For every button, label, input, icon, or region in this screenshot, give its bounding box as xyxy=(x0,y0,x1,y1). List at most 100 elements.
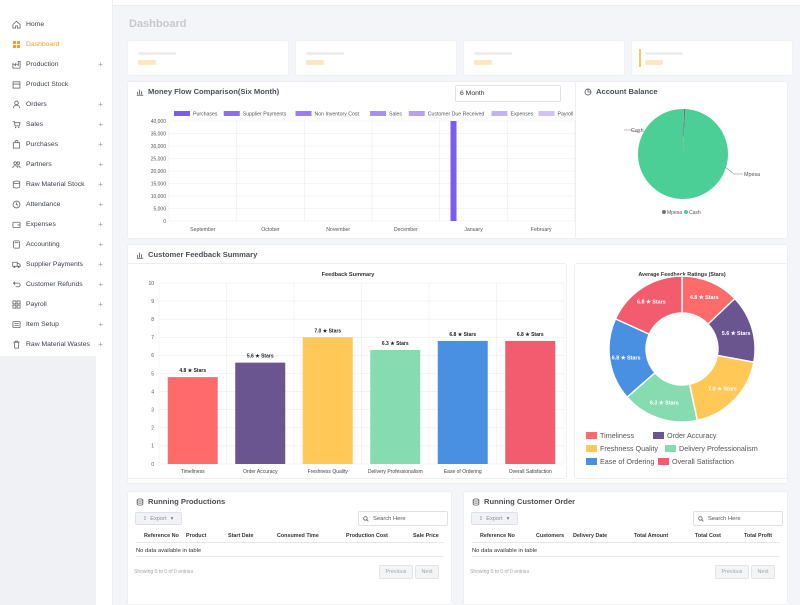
bar[interactable] xyxy=(167,377,218,464)
legend-label[interactable]: Order Accuracy xyxy=(667,431,717,440)
column-header[interactable]: Consumed Time xyxy=(277,533,319,539)
legend-label[interactable]: Customer Due Received xyxy=(428,112,485,118)
legend-swatch[interactable] xyxy=(665,445,676,452)
plus-icon[interactable]: + xyxy=(98,159,103,169)
legend-label[interactable]: Ease of Ordering xyxy=(600,457,654,466)
legend-swatch[interactable] xyxy=(586,445,597,452)
column-header[interactable]: Sale Price xyxy=(413,533,439,539)
plus-icon[interactable]: + xyxy=(98,299,103,309)
bar[interactable] xyxy=(235,362,286,464)
bar[interactable] xyxy=(505,340,556,464)
stat-card[interactable] xyxy=(127,40,289,76)
sidebar-item-purchases[interactable]: Purchases + xyxy=(0,134,112,154)
legend-swatch[interactable] xyxy=(370,111,386,116)
export-button[interactable]: ⇪ Export ▼ xyxy=(135,512,182,525)
legend-swatch[interactable] xyxy=(658,458,669,465)
plus-icon[interactable]: + xyxy=(98,59,103,69)
sidebar-item-home[interactable]: Home xyxy=(0,14,112,34)
sidebar-item-accounting[interactable]: Accounting + xyxy=(0,234,112,254)
legend-swatch[interactable] xyxy=(538,111,555,116)
legend-swatch[interactable] xyxy=(684,210,688,214)
sidebar-item-customer-refunds[interactable]: Customer Refunds + xyxy=(0,274,112,294)
sidebar-item-dashboard[interactable]: Dashboard xyxy=(0,34,112,54)
legend-swatch[interactable] xyxy=(408,111,425,116)
sidebar-item-supplier-payments[interactable]: Supplier Payments + xyxy=(0,254,112,274)
x-tick-label: Ease of Ordering xyxy=(444,469,482,475)
sidebar-item-production[interactable]: Production + xyxy=(0,54,112,74)
plus-icon[interactable]: + xyxy=(98,339,103,349)
legend-label[interactable]: Purchases xyxy=(193,112,218,118)
plus-icon[interactable]: + xyxy=(98,199,103,209)
legend-swatch[interactable] xyxy=(662,210,666,214)
sidebar-item-product-stock[interactable]: Product Stock xyxy=(0,74,112,94)
column-header[interactable]: Product xyxy=(186,533,207,539)
search-input[interactable] xyxy=(373,515,445,522)
legend-label[interactable]: Sales xyxy=(389,112,402,118)
bar[interactable] xyxy=(370,349,421,464)
legend-swatch[interactable] xyxy=(491,111,508,116)
legend-label[interactable]: Delivery Professionalism xyxy=(679,444,758,453)
plus-icon[interactable]: + xyxy=(98,119,103,129)
plus-icon[interactable]: + xyxy=(98,179,103,189)
sidebar-item-item-setup[interactable]: Item Setup + xyxy=(0,314,112,334)
sidebar-item-raw-material-stock[interactable]: Raw Material Stock + xyxy=(0,174,112,194)
legend-label[interactable]: Expenses xyxy=(511,112,534,118)
legend-swatch[interactable] xyxy=(586,432,597,439)
bar[interactable] xyxy=(450,121,457,221)
legend-swatch[interactable] xyxy=(586,458,597,465)
legend-swatch[interactable] xyxy=(653,432,664,439)
column-header[interactable]: Customers xyxy=(536,533,565,539)
plus-icon[interactable]: + xyxy=(98,219,103,229)
stat-card[interactable] xyxy=(631,40,793,76)
sidebar-item-orders[interactable]: Orders + xyxy=(0,94,112,114)
legend-label[interactable]: Freshness Quality xyxy=(600,444,658,453)
sidebar-item-attendance[interactable]: Attendance + xyxy=(0,194,112,214)
plus-icon[interactable]: + xyxy=(98,259,103,269)
export-button[interactable]: ⇪ Export ▼ xyxy=(471,512,518,525)
legend-label[interactable]: Overall Satisfaction xyxy=(672,457,734,466)
legend-swatch[interactable] xyxy=(223,111,240,116)
legend-swatch[interactable] xyxy=(295,111,312,116)
period-select[interactable]: 6 Month xyxy=(455,85,561,102)
search-box[interactable] xyxy=(358,511,448,526)
search-box[interactable] xyxy=(693,511,783,526)
legend-label[interactable]: Supplier Payments xyxy=(243,112,287,118)
column-header[interactable]: Total Profit xyxy=(744,533,773,539)
stat-card[interactable] xyxy=(463,40,625,76)
previous-button[interactable]: Previous xyxy=(715,565,749,579)
next-button[interactable]: Next xyxy=(751,565,775,579)
pie-slice[interactable] xyxy=(638,108,728,199)
next-button[interactable]: Next xyxy=(415,565,439,579)
legend-label[interactable]: Non Inventory Cost xyxy=(315,112,360,118)
column-header[interactable]: Total Amount xyxy=(634,533,669,539)
column-header[interactable]: Reference No xyxy=(144,533,179,539)
legend-label[interactable]: Payroll xyxy=(558,112,574,118)
sidebar-item-partners[interactable]: Partners + xyxy=(0,154,112,174)
doughnut-slice[interactable] xyxy=(614,275,683,336)
sidebar-item-raw-material-wastes[interactable]: Raw Material Wastes + xyxy=(0,334,112,354)
column-header[interactable]: Start Date xyxy=(228,533,254,539)
legend-swatch[interactable] xyxy=(174,111,190,116)
previous-button[interactable]: Previous xyxy=(379,565,413,579)
bar[interactable] xyxy=(437,340,488,464)
search-input[interactable] xyxy=(708,515,780,522)
column-header[interactable]: Delivery Date xyxy=(573,533,608,539)
bar[interactable] xyxy=(302,337,353,464)
column-header[interactable]: Production Cost xyxy=(346,533,388,539)
legend-label[interactable]: Timeliness xyxy=(600,431,634,440)
plus-icon[interactable]: + xyxy=(98,139,103,149)
sidebar-item-expenses[interactable]: Expenses + xyxy=(0,214,112,234)
column-header[interactable]: Total Cost xyxy=(695,533,721,539)
column-header[interactable]: Reference No xyxy=(480,533,515,539)
sidebar-item-payroll[interactable]: Payroll + xyxy=(0,294,112,314)
sidebar-item-sales[interactable]: Sales + xyxy=(0,114,112,134)
pie-slice[interactable] xyxy=(683,109,686,154)
stat-card[interactable] xyxy=(295,40,457,76)
plus-icon[interactable]: + xyxy=(98,239,103,249)
plus-icon[interactable]: + xyxy=(98,319,103,329)
sidebar-item-label: Customer Refunds xyxy=(26,280,83,288)
legend-label[interactable]: Mpesa xyxy=(667,210,682,216)
plus-icon[interactable]: + xyxy=(98,279,103,289)
plus-icon[interactable]: + xyxy=(98,99,103,109)
legend-label[interactable]: Cash xyxy=(689,210,701,216)
